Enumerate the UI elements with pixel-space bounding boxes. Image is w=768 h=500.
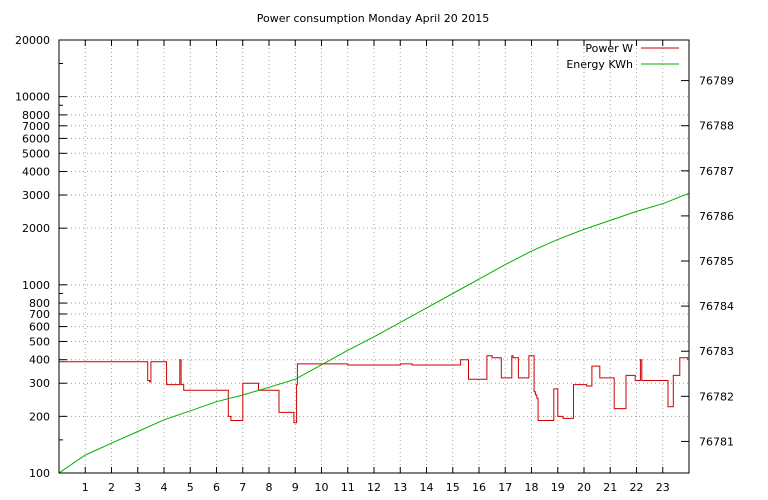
x-tick-label: 22 [630, 481, 644, 494]
series-line-energy [59, 192, 689, 473]
y-tick-label: 10000 [15, 91, 50, 104]
x-tick-label: 14 [420, 481, 434, 494]
y2-tick-label: 76789 [699, 75, 734, 88]
x-tick-label: 15 [446, 481, 460, 494]
series-lines [59, 192, 689, 473]
x-tick-label: 1 [82, 481, 89, 494]
x-tick-label: 19 [551, 481, 565, 494]
y-tick-label: 2000 [22, 222, 50, 235]
y-tick-label: 200 [29, 410, 50, 423]
x-tick-label: 12 [367, 481, 381, 494]
y-tick-label: 6000 [22, 132, 50, 145]
chart-title: Power consumption Monday April 20 2015 [257, 12, 490, 25]
y2-tick-label: 76783 [699, 345, 734, 358]
y-tick-label: 4000 [22, 166, 50, 179]
y-tick-label: 8000 [22, 109, 50, 122]
y2-tick-label: 76781 [699, 435, 734, 448]
x-tick-label: 20 [577, 481, 591, 494]
y-tick-label: 3000 [22, 189, 50, 202]
y2-tick-label: 76785 [699, 255, 734, 268]
x-tick-label: 3 [134, 481, 141, 494]
y2-tick-label: 76784 [699, 300, 734, 313]
x-tick-label: 8 [266, 481, 273, 494]
y2-tick-label: 76786 [699, 210, 734, 223]
y-tick-label: 20000 [15, 34, 50, 47]
ticks: 1 2 3 4 5 6 7 8 9 10 11 12 13 14 15 16 17 18 19 20 21 22 23100… [15, 34, 734, 494]
x-tick-label: 9 [292, 481, 299, 494]
legend: Power W Energy KWh [566, 42, 679, 71]
y-tick-label: 800 [29, 297, 50, 310]
x-tick-label: 18 [525, 481, 539, 494]
x-tick-label: 16 [472, 481, 486, 494]
y-tick-label: 300 [29, 377, 50, 390]
y-tick-label: 700 [29, 308, 50, 321]
x-tick-label: 2 [108, 481, 115, 494]
y-tick-label: 5000 [22, 147, 50, 160]
y-tick-label: 600 [29, 321, 50, 334]
x-tick-label: 10 [315, 481, 329, 494]
legend-label: Power W [585, 42, 633, 55]
x-tick-label: 13 [393, 481, 407, 494]
x-tick-label: 21 [603, 481, 617, 494]
y-tick-label: 7000 [22, 120, 50, 133]
y2-tick-label: 76787 [699, 165, 734, 178]
y-tick-label: 500 [29, 335, 50, 348]
y2-tick-label: 76788 [699, 120, 734, 133]
y-tick-label: 1000 [22, 279, 50, 292]
x-tick-label: 23 [656, 481, 670, 494]
y-tick-label: 100 [29, 467, 50, 480]
x-tick-label: 11 [341, 481, 355, 494]
y2-tick-label: 76782 [699, 390, 734, 403]
x-tick-label: 6 [213, 481, 220, 494]
x-tick-label: 7 [239, 481, 246, 494]
y-tick-label: 400 [29, 354, 50, 367]
series-line-power [59, 355, 689, 424]
x-tick-label: 17 [498, 481, 512, 494]
grid [59, 40, 689, 473]
x-tick-label: 5 [187, 481, 194, 494]
x-tick-label: 4 [161, 481, 168, 494]
legend-label: Energy KWh [566, 58, 633, 71]
